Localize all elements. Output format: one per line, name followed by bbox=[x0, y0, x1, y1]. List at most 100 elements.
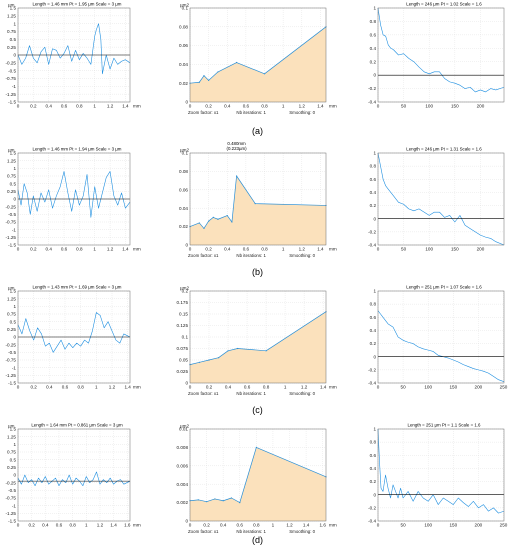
x-tick-label: 100 bbox=[424, 523, 432, 528]
x-tick-label: 0.8 bbox=[263, 385, 270, 390]
y-tick-label: -0.75 bbox=[6, 76, 17, 81]
x-tick-label: 0.4 bbox=[42, 523, 49, 528]
data-point-8 bbox=[235, 175, 238, 177]
y-tick-label: 0.6 bbox=[370, 453, 377, 458]
data-point-2 bbox=[203, 227, 205, 230]
x-tick-label: 0 bbox=[377, 104, 380, 109]
x-tick-label: 0.2 bbox=[205, 104, 212, 109]
plot-frame bbox=[17, 290, 131, 384]
y-unit-label: µm bbox=[8, 148, 15, 153]
series-line bbox=[377, 428, 505, 514]
chart-title: Length = 251 µm Pt = 1.07 Scale = 1.6 bbox=[406, 285, 482, 290]
footer-label: Nb iterations: 1 bbox=[236, 391, 266, 396]
x-tick-label: 1.4 bbox=[303, 523, 310, 528]
y-tick-label: 0 bbox=[185, 243, 188, 248]
footer-label: Nb iterations: 1 bbox=[236, 529, 266, 534]
x-tick-label: 1.4 bbox=[122, 104, 129, 109]
y-tick-label: 0.1 bbox=[182, 335, 189, 340]
y-tick-label: -1.5 bbox=[8, 100, 16, 105]
x-tick-label: 0.6 bbox=[243, 247, 250, 252]
annotation-label: (0.223µm) bbox=[227, 146, 248, 151]
y-tick-label: 0.75 bbox=[7, 450, 16, 455]
y-tick-label: 1 bbox=[13, 442, 16, 447]
x-tick-label: 0 bbox=[189, 104, 192, 109]
footer-label: Zoom factor: x1 bbox=[188, 529, 219, 534]
y-tick-label: 0.8 bbox=[370, 440, 377, 445]
y-tick-label: 0.4 bbox=[370, 190, 377, 195]
footer-label: Smoothing: 0 bbox=[289, 391, 315, 396]
y-unit-label: µm2 bbox=[180, 286, 189, 291]
footer-label: Nb iterations: 1 bbox=[236, 253, 266, 258]
x-tick-label: 150 bbox=[451, 104, 459, 109]
y-tick-label: 1 bbox=[373, 151, 376, 156]
x-tick-label: 0.6 bbox=[56, 523, 63, 528]
y-tick-label: 0.008 bbox=[177, 445, 189, 450]
x-tick-label: 0.2 bbox=[30, 247, 37, 252]
y-tick-label: 0.06 bbox=[179, 187, 188, 192]
x-tick-label: 1.4 bbox=[124, 385, 131, 390]
y-tick-label: 0.25 bbox=[7, 45, 16, 50]
x-tick-label: 0.8 bbox=[261, 104, 268, 109]
chart-panel-1: 0 0.2 0.4 0.6 0.8 1 1.2 1.4 mm 0 0.02 0.04 0.06 0.08 0… bbox=[179, 3, 337, 116]
y-tick-label: -1.5 bbox=[8, 243, 16, 248]
y-tick-label: 0.75 bbox=[7, 312, 16, 317]
data-point-7 bbox=[231, 221, 233, 223]
y-tick-label: -0.75 bbox=[6, 358, 17, 363]
x-tick-label: 0.8 bbox=[69, 523, 76, 528]
y-tick-label: -0.4 bbox=[368, 243, 376, 248]
y-tick-label: 0.006 bbox=[177, 463, 189, 468]
y-tick-label: 0 bbox=[13, 473, 16, 478]
x-tick-label: 1.2 bbox=[301, 385, 308, 390]
y-tick-label: 0 bbox=[13, 335, 16, 340]
plot-frame bbox=[17, 152, 131, 246]
y-unit-label: µm bbox=[8, 286, 15, 291]
x-tick-label: 1.2 bbox=[299, 247, 306, 252]
chart-panel-4: 0 0.2 0.4 0.6 0.8 1 1.2 1.4 mm 0 0.02 0.04 0.06 0.08 0… bbox=[179, 141, 337, 258]
data-point-2 bbox=[205, 501, 208, 503]
x-tick-label: 1.4 bbox=[317, 247, 324, 252]
data-point-9 bbox=[254, 203, 256, 205]
data-point-5 bbox=[230, 497, 233, 499]
x-tick-label: 0 bbox=[377, 385, 380, 390]
x-tick-label: 0.2 bbox=[203, 523, 210, 528]
x-tick-label: 0.6 bbox=[61, 104, 68, 109]
y-tick-label: 0.6 bbox=[370, 315, 377, 320]
chart-panel-6: 0 0.2 0.4 0.6 0.8 1 1.2 1.4 mm -1.5 -1.25 -1 -0.75 -0… bbox=[6, 285, 141, 390]
plot-frame bbox=[377, 7, 505, 103]
plot-frame bbox=[189, 428, 327, 522]
x-tick-label: 150 bbox=[449, 385, 457, 390]
y-tick-label: 1 bbox=[373, 289, 376, 294]
y-tick-label: -1.25 bbox=[6, 511, 17, 516]
data-point-1 bbox=[198, 81, 200, 83]
y-tick-label: -0.5 bbox=[8, 488, 16, 493]
area-fill bbox=[190, 26, 326, 102]
x-tick-label: 0.4 bbox=[45, 247, 52, 252]
data-point-4 bbox=[217, 71, 219, 73]
y-tick-label: -0.75 bbox=[6, 496, 17, 501]
y-tick-label: 1.25 bbox=[7, 434, 16, 439]
y-tick-label: 0.08 bbox=[179, 24, 188, 29]
data-point-5 bbox=[236, 347, 239, 350]
plot-frame bbox=[377, 290, 505, 384]
chart-panel-11: 0 50 100 150 200 250 -0.4 -0.2 0 0.2 0.4 0.6 0.8 1 Len… bbox=[368, 423, 508, 528]
data-point-3 bbox=[208, 220, 210, 222]
y-tick-label: 0 bbox=[373, 73, 376, 78]
x-tick-label: 0 bbox=[189, 523, 192, 528]
y-tick-label: 0.04 bbox=[179, 62, 188, 67]
y-tick-label: 0.02 bbox=[179, 224, 188, 229]
x-unit-label: mm bbox=[329, 247, 337, 252]
x-tick-label: 0 bbox=[189, 247, 192, 252]
y-tick-label: -1 bbox=[12, 365, 17, 370]
y-unit-label: µm2 bbox=[180, 3, 189, 8]
x-unit-label: mm bbox=[329, 104, 337, 109]
x-unit-label: mm bbox=[133, 385, 141, 390]
data-point-5 bbox=[217, 218, 219, 220]
y-tick-label: 0.1 bbox=[182, 151, 189, 156]
y-tick-label: 0.06 bbox=[179, 43, 188, 48]
data-point-4 bbox=[227, 350, 229, 352]
series-line bbox=[189, 26, 327, 84]
x-tick-label: 1.6 bbox=[124, 523, 131, 528]
plot-frame bbox=[377, 152, 505, 246]
x-tick-label: 0.2 bbox=[30, 385, 37, 390]
area-fill bbox=[190, 311, 326, 383]
